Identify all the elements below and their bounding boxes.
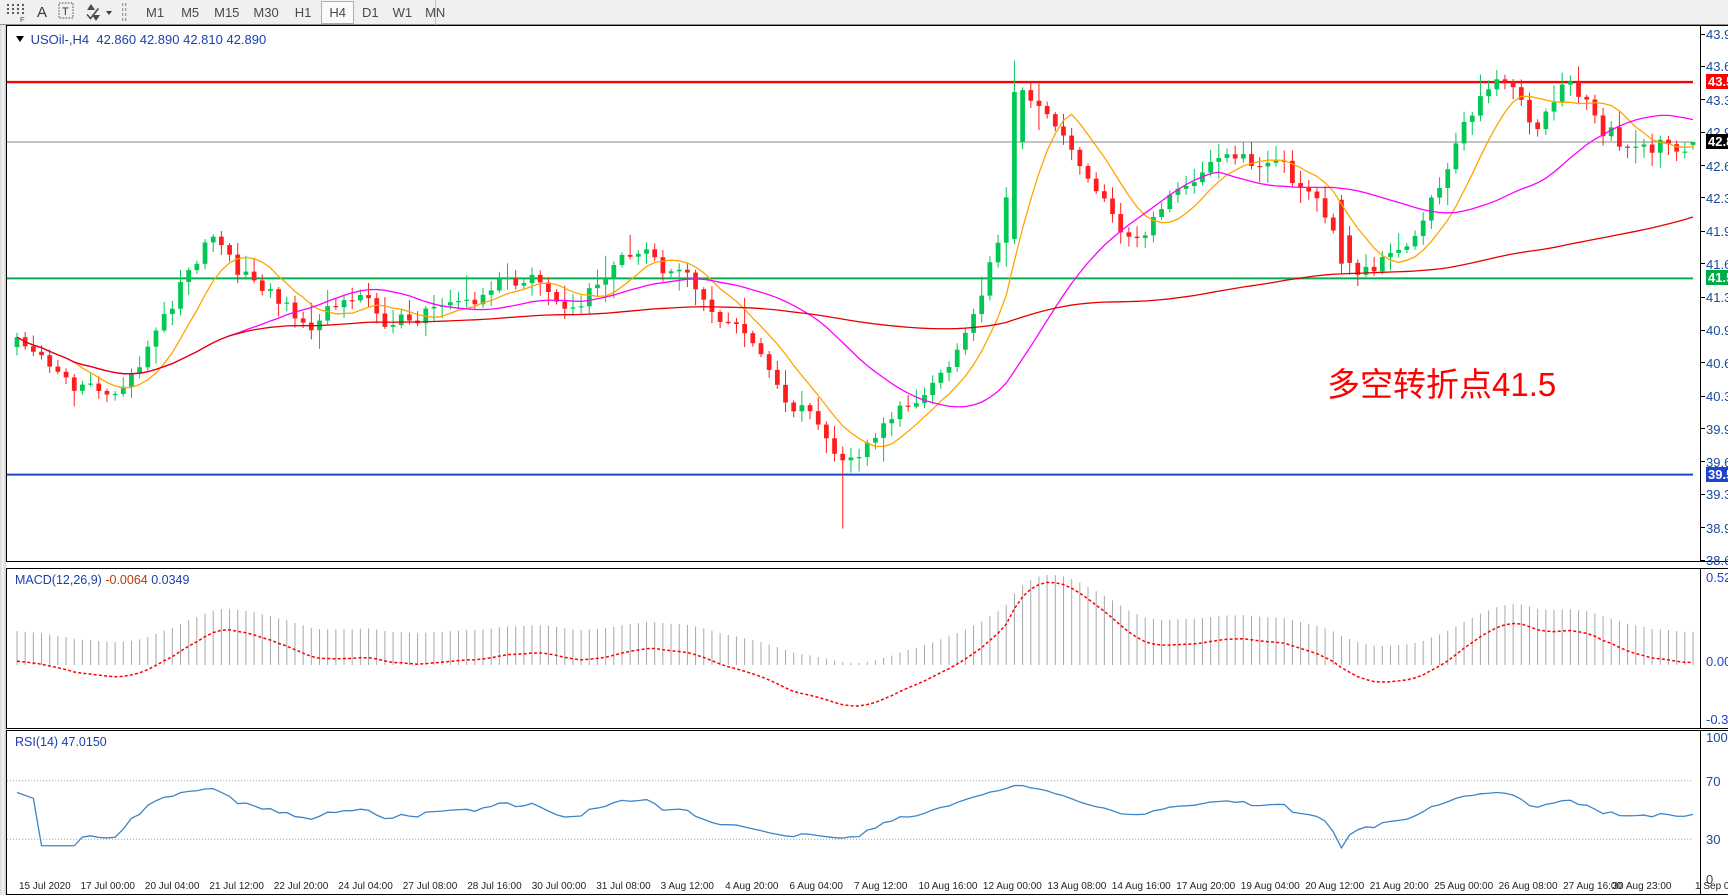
- svg-text:A: A: [37, 4, 47, 21]
- svg-text:F: F: [20, 15, 25, 24]
- svg-text:T: T: [62, 6, 69, 18]
